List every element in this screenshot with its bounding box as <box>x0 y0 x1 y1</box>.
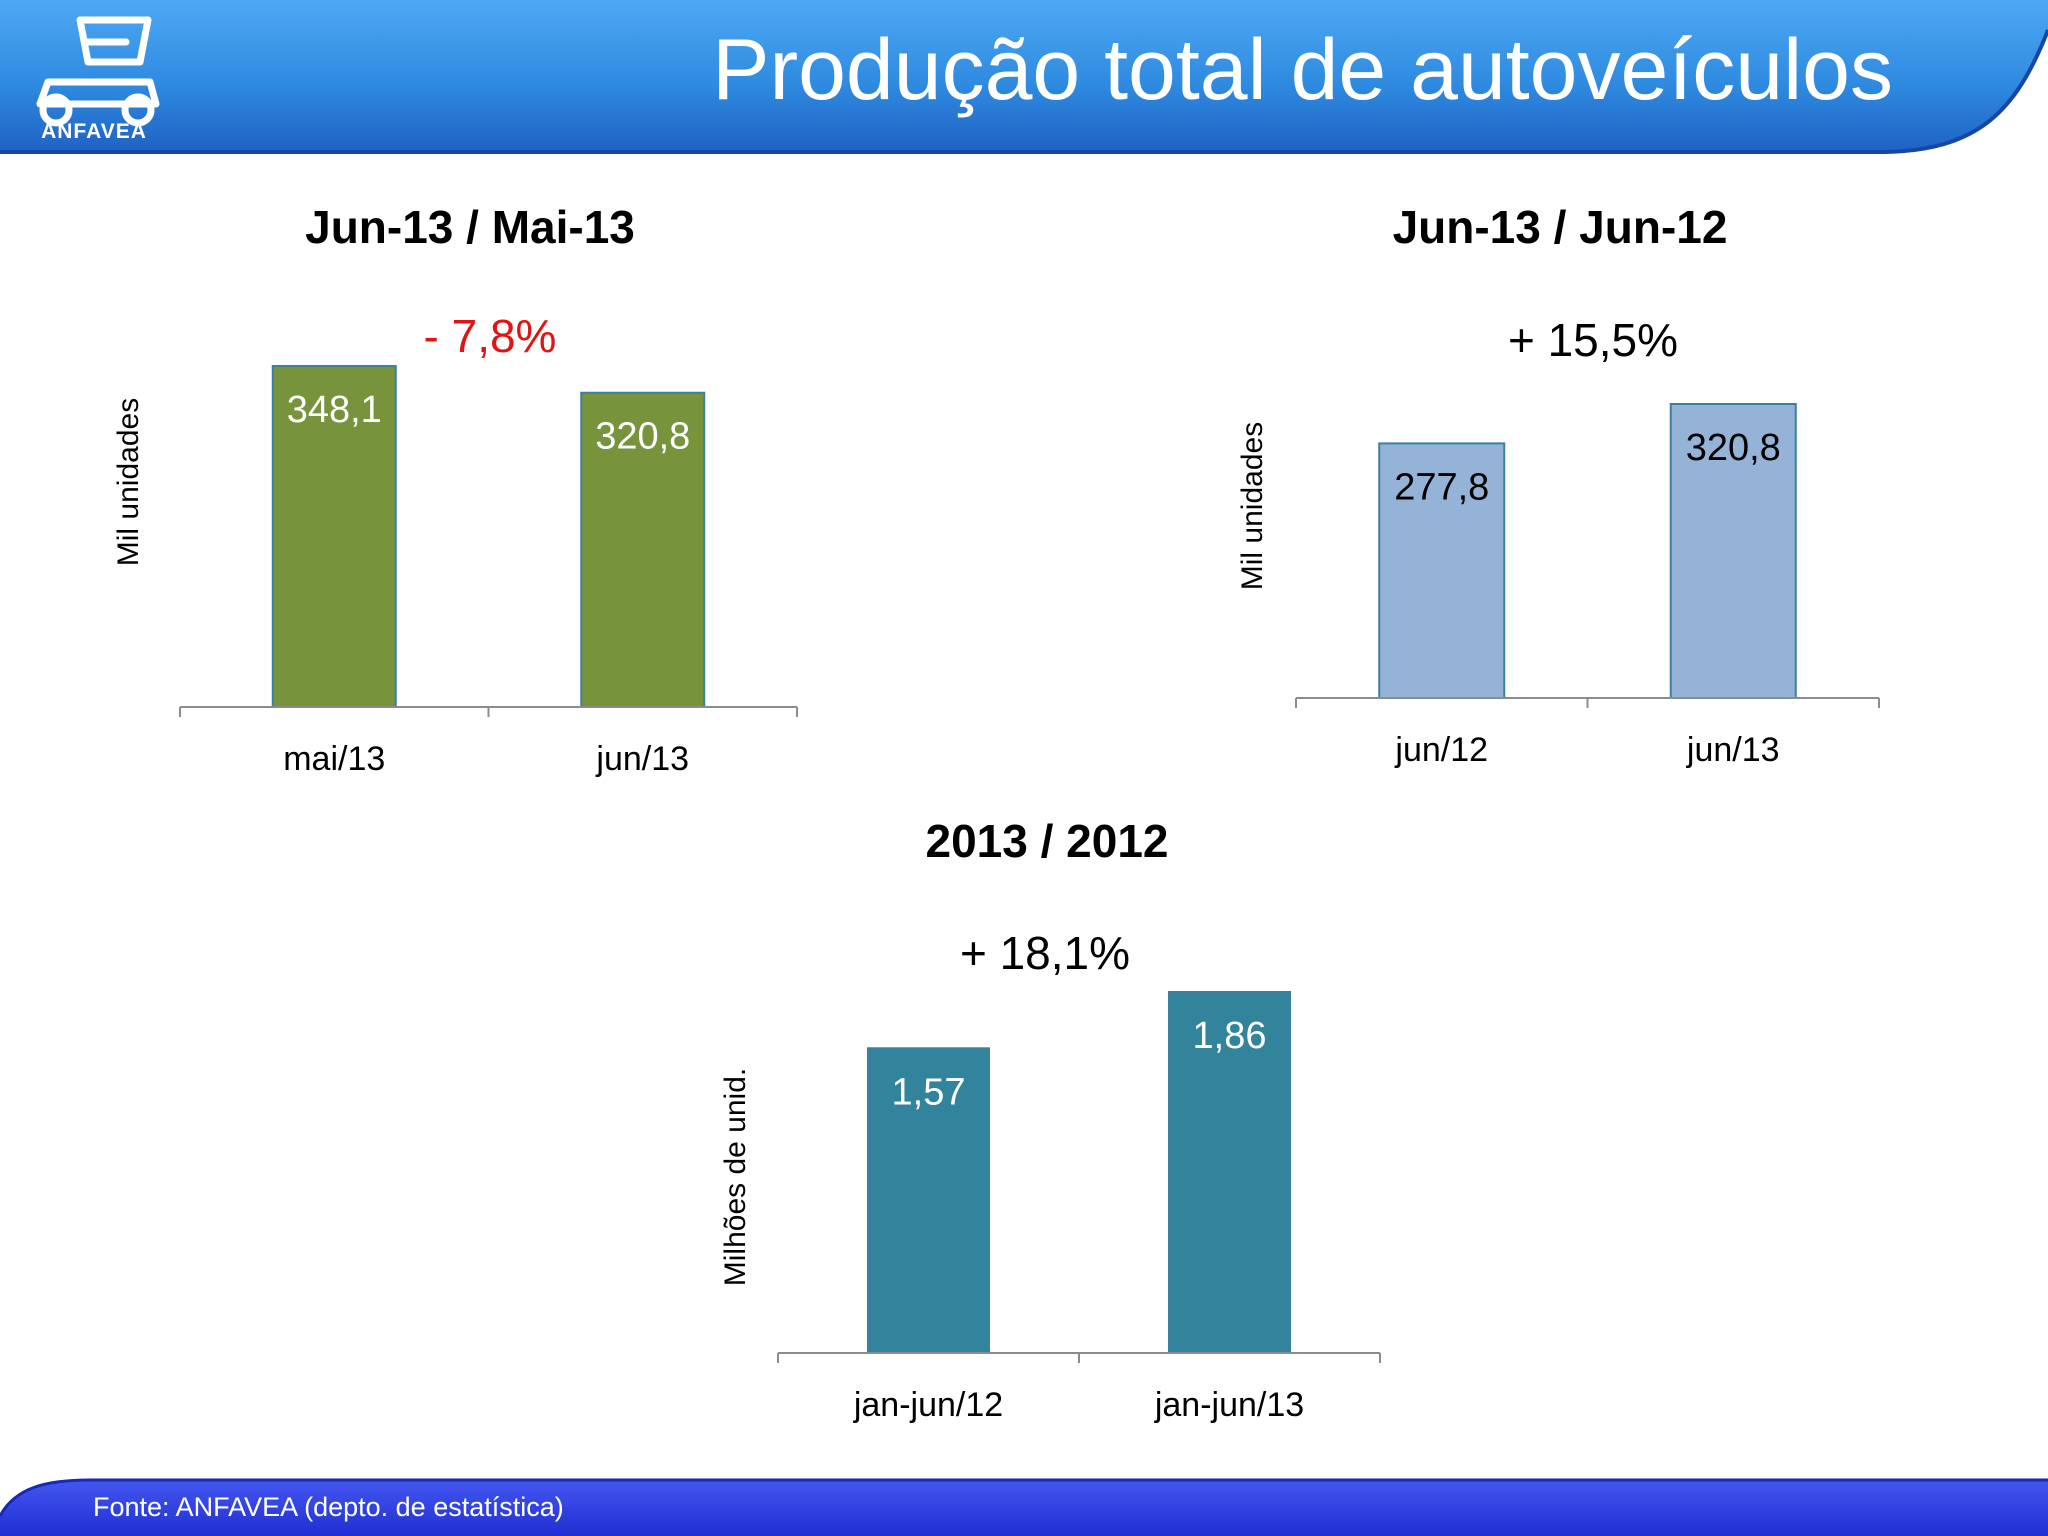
chart-change-label: + 15,5% <box>1508 314 1678 366</box>
y-axis-label: Mil unidades <box>112 398 145 566</box>
data-label: 277,8 <box>1394 466 1489 508</box>
data-label: 348,1 <box>287 389 382 431</box>
bars: 277,8 320,8 <box>1378 403 1797 700</box>
chart-change-label: + 18,1% <box>960 927 1130 979</box>
anfavea-logo <box>36 16 160 127</box>
page-title: Produção total de autoveículos <box>712 22 1893 118</box>
bar <box>1168 991 1291 1354</box>
chart-title: Jun-13 / Jun-12 <box>1393 201 1728 253</box>
data-label: 1,57 <box>892 1071 966 1113</box>
x-axis: jan-jun/12 jan-jun/13 <box>777 1352 1381 1424</box>
bar <box>271 365 397 708</box>
bar <box>580 391 706 708</box>
x-tick-label: mai/13 <box>283 740 385 778</box>
data-label: 320,8 <box>1686 427 1781 469</box>
bars: 348,1 320,8 <box>271 365 706 708</box>
bars: 1,57 1,86 <box>867 991 1291 1354</box>
x-axis: mai/13 jun/13 <box>179 706 798 778</box>
y-axis-label: Milhões de unid. <box>719 1068 752 1286</box>
x-axis: jun/12 jun/13 <box>1295 697 1880 769</box>
logo-text: ANFAVEA <box>41 120 147 143</box>
x-tick-label: jan-jun/13 <box>1154 1386 1304 1424</box>
x-tick-label: jun/13 <box>595 740 689 778</box>
x-tick-label: jun/12 <box>1394 731 1488 769</box>
y-axis-label: Mil unidades <box>1236 422 1269 590</box>
data-label: 320,8 <box>595 416 690 458</box>
data-label: 1,86 <box>1193 1015 1267 1057</box>
bar <box>1669 403 1797 699</box>
x-tick-label: jun/13 <box>1686 731 1780 769</box>
source-note: Fonte: ANFAVEA (depto. de estatística) <box>93 1492 564 1522</box>
bar <box>867 1047 990 1354</box>
header-band <box>0 0 2048 154</box>
x-tick-label: jan-jun/12 <box>853 1386 1003 1424</box>
chart-change-label: - 7,8% <box>424 310 557 362</box>
footer-band <box>0 1478 2048 1536</box>
bar <box>1378 442 1506 700</box>
chart-title: 2013 / 2012 <box>925 815 1168 867</box>
chart-title: Jun-13 / Mai-13 <box>305 201 635 253</box>
